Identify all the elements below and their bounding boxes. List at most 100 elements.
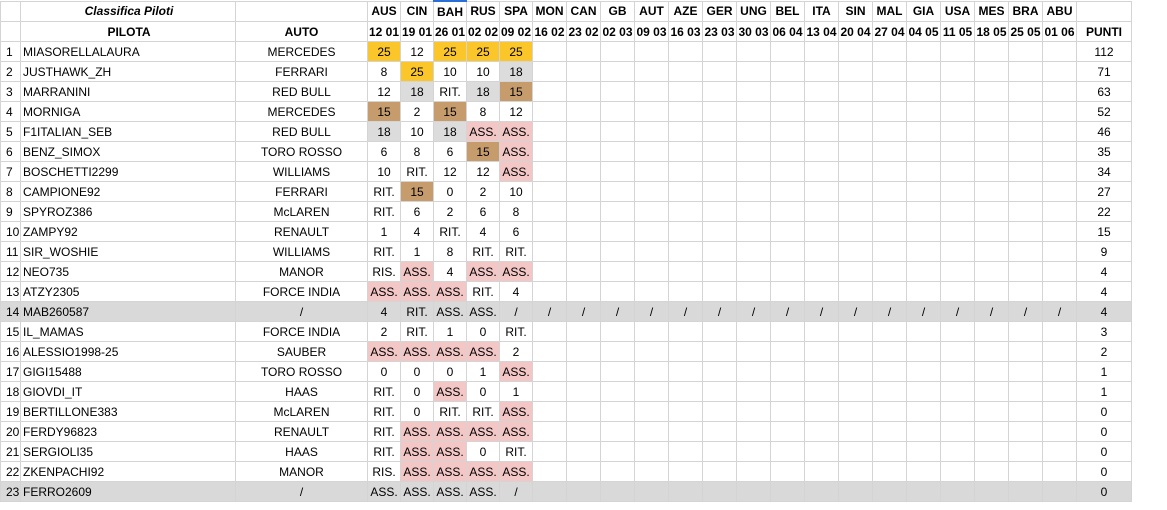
result-cell[interactable]: / (532, 301, 567, 322)
result-cell[interactable] (770, 441, 805, 462)
driver-name[interactable]: F1ITALIAN_SEB (20, 121, 236, 142)
result-cell[interactable] (668, 101, 703, 122)
result-cell[interactable] (668, 221, 703, 242)
result-cell[interactable] (770, 81, 805, 102)
result-cell[interactable] (600, 141, 635, 162)
result-cell[interactable] (702, 421, 737, 442)
result-cell[interactable] (940, 281, 975, 302)
points-cell[interactable]: 1 (1076, 381, 1132, 402)
result-cell[interactable] (532, 201, 567, 222)
result-cell[interactable] (668, 241, 703, 262)
result-cell[interactable] (906, 201, 941, 222)
driver-name[interactable]: IL_MAMAS (20, 321, 236, 342)
result-cell[interactable] (600, 361, 635, 382)
row-number[interactable]: 17 (0, 361, 21, 382)
result-cell[interactable] (770, 221, 805, 242)
result-cell[interactable]: RIT. (367, 241, 401, 262)
result-cell[interactable] (804, 401, 839, 422)
result-cell[interactable] (872, 361, 907, 382)
result-cell[interactable] (906, 241, 941, 262)
result-cell[interactable] (770, 261, 805, 282)
result-cell[interactable] (634, 241, 669, 262)
result-cell[interactable] (906, 281, 941, 302)
result-cell[interactable] (906, 101, 941, 122)
result-cell[interactable] (940, 181, 975, 202)
result-cell[interactable]: ASS. (367, 481, 401, 502)
result-cell[interactable]: 1 (367, 221, 401, 242)
empty-cell[interactable] (0, 21, 21, 42)
result-cell[interactable] (906, 401, 941, 422)
result-cell[interactable] (702, 201, 737, 222)
race-code-aze[interactable]: AZE (668, 0, 703, 22)
result-cell[interactable]: RIT. (466, 401, 500, 422)
header-pilota[interactable]: PILOTA (20, 21, 236, 42)
result-cell[interactable] (770, 141, 805, 162)
race-date-rus[interactable]: 02 02 (466, 21, 500, 42)
result-cell[interactable] (1008, 401, 1043, 422)
result-cell[interactable] (668, 441, 703, 462)
result-cell[interactable] (532, 441, 567, 462)
result-cell[interactable]: 25 (433, 41, 467, 62)
result-cell[interactable] (1008, 321, 1043, 342)
points-cell[interactable]: 9 (1076, 241, 1132, 262)
result-cell[interactable] (906, 361, 941, 382)
result-cell[interactable]: 4 (433, 261, 467, 282)
result-cell[interactable] (804, 421, 839, 442)
result-cell[interactable] (600, 101, 635, 122)
result-cell[interactable] (940, 121, 975, 142)
result-cell[interactable] (668, 401, 703, 422)
result-cell[interactable]: / (499, 301, 533, 322)
result-cell[interactable] (600, 181, 635, 202)
result-cell[interactable] (634, 421, 669, 442)
result-cell[interactable] (974, 421, 1009, 442)
result-cell[interactable]: 25 (367, 41, 401, 62)
result-cell[interactable]: ASS. (499, 461, 533, 482)
result-cell[interactable] (974, 341, 1009, 362)
result-cell[interactable] (804, 121, 839, 142)
result-cell[interactable]: ASS. (499, 361, 533, 382)
race-date-usa[interactable]: 11 05 (940, 21, 975, 42)
result-cell[interactable] (974, 161, 1009, 182)
result-cell[interactable] (770, 201, 805, 222)
result-cell[interactable] (736, 261, 771, 282)
result-cell[interactable] (532, 341, 567, 362)
result-cell[interactable] (1042, 101, 1077, 122)
result-cell[interactable] (838, 401, 873, 422)
result-cell[interactable] (566, 361, 601, 382)
race-date-aut[interactable]: 09 03 (634, 21, 669, 42)
result-cell[interactable] (872, 341, 907, 362)
result-cell[interactable] (974, 281, 1009, 302)
driver-name[interactable]: SPYROZ386 (20, 201, 236, 222)
result-cell[interactable]: ASS. (499, 261, 533, 282)
result-cell[interactable] (668, 381, 703, 402)
result-cell[interactable] (668, 481, 703, 502)
result-cell[interactable]: 4 (466, 221, 500, 242)
race-code-bel[interactable]: BEL (770, 0, 805, 22)
result-cell[interactable] (940, 241, 975, 262)
points-cell[interactable]: 71 (1076, 61, 1132, 82)
result-cell[interactable]: 1 (466, 361, 500, 382)
result-cell[interactable] (1042, 261, 1077, 282)
result-cell[interactable] (872, 441, 907, 462)
result-cell[interactable]: 18 (400, 81, 434, 102)
result-cell[interactable] (600, 281, 635, 302)
result-cell[interactable] (872, 381, 907, 402)
result-cell[interactable]: 6 (400, 201, 434, 222)
result-cell[interactable] (668, 81, 703, 102)
result-cell[interactable] (702, 341, 737, 362)
result-cell[interactable] (668, 61, 703, 82)
row-number[interactable]: 15 (0, 321, 21, 342)
result-cell[interactable]: ASS. (466, 481, 500, 502)
race-date-gia[interactable]: 04 05 (906, 21, 941, 42)
result-cell[interactable] (804, 281, 839, 302)
driver-name[interactable]: JUSTHAWK_ZH (20, 61, 236, 82)
result-cell[interactable] (634, 461, 669, 482)
result-cell[interactable]: 25 (466, 41, 500, 62)
result-cell[interactable] (634, 121, 669, 142)
result-cell[interactable] (872, 241, 907, 262)
result-cell[interactable] (770, 61, 805, 82)
result-cell[interactable] (702, 481, 737, 502)
result-cell[interactable] (532, 381, 567, 402)
result-cell[interactable]: 4 (367, 301, 401, 322)
result-cell[interactable] (634, 221, 669, 242)
